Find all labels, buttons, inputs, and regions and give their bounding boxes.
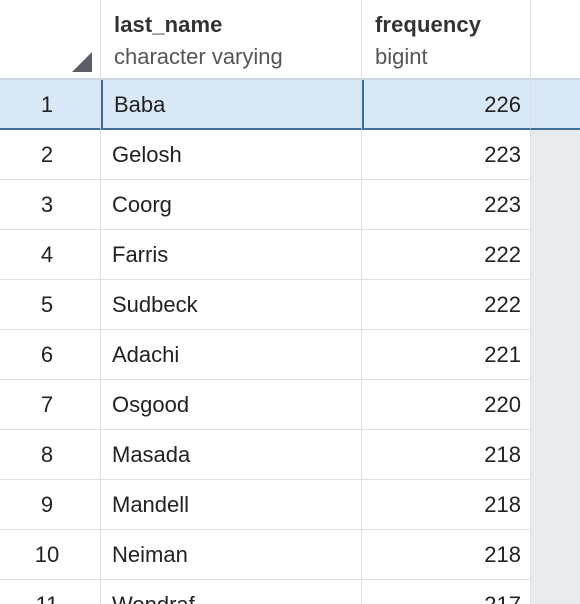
cell-last-name[interactable]: Gelosh bbox=[101, 130, 362, 180]
cell-frequency[interactable]: 220 bbox=[362, 380, 531, 430]
row-empty-area bbox=[531, 280, 580, 330]
select-all-triangle-icon[interactable] bbox=[72, 52, 92, 72]
cell-last-name[interactable]: Sudbeck bbox=[101, 280, 362, 330]
cell-last-name[interactable]: Baba bbox=[101, 80, 362, 130]
row-empty-area bbox=[531, 230, 580, 280]
cell-last-name[interactable]: Osgood bbox=[101, 380, 362, 430]
row-number[interactable]: 11 bbox=[0, 580, 101, 604]
row-number[interactable]: 1 bbox=[0, 80, 101, 130]
row-number[interactable]: 7 bbox=[0, 380, 101, 430]
cell-frequency[interactable]: 226 bbox=[362, 80, 531, 130]
cell-frequency[interactable]: 223 bbox=[362, 130, 531, 180]
column-name: last_name bbox=[114, 12, 223, 37]
row-number[interactable]: 8 bbox=[0, 430, 101, 480]
table-row[interactable]: 10 Neiman 218 bbox=[0, 530, 580, 580]
cell-last-name[interactable]: Adachi bbox=[101, 330, 362, 380]
row-empty-area bbox=[531, 480, 580, 530]
table-row[interactable]: 5 Sudbeck 222 bbox=[0, 280, 580, 330]
column-type: character varying bbox=[114, 44, 283, 69]
row-number[interactable]: 10 bbox=[0, 530, 101, 580]
row-number[interactable]: 4 bbox=[0, 230, 101, 280]
cell-frequency[interactable]: 218 bbox=[362, 430, 531, 480]
cell-last-name[interactable]: Coorg bbox=[101, 180, 362, 230]
row-empty-area bbox=[531, 180, 580, 230]
column-header-last-name[interactable]: last_name character varying bbox=[101, 0, 362, 80]
column-name: frequency bbox=[375, 12, 482, 37]
cell-frequency[interactable]: 217 bbox=[362, 580, 531, 604]
table-row[interactable]: 4 Farris 222 bbox=[0, 230, 580, 280]
cell-frequency[interactable]: 223 bbox=[362, 180, 531, 230]
cell-last-name[interactable]: Mandell bbox=[101, 480, 362, 530]
cell-frequency[interactable]: 221 bbox=[362, 330, 531, 380]
cell-last-name[interactable]: Masada bbox=[101, 430, 362, 480]
grid-header: last_name character varying frequency bi… bbox=[0, 0, 580, 80]
row-empty-area bbox=[531, 80, 580, 130]
cell-frequency[interactable]: 218 bbox=[362, 480, 531, 530]
cell-last-name[interactable]: Wondraf bbox=[101, 580, 362, 604]
row-empty-area bbox=[531, 380, 580, 430]
table-row[interactable]: 9 Mandell 218 bbox=[0, 480, 580, 530]
row-number[interactable]: 5 bbox=[0, 280, 101, 330]
grid-body: 1 Baba 226 2 Gelosh 223 3 Coorg 223 4 Farris 222 5 Su… bbox=[0, 80, 580, 604]
cell-frequency[interactable]: 222 bbox=[362, 280, 531, 330]
table-row[interactable]: 3 Coorg 223 bbox=[0, 180, 580, 230]
cell-last-name[interactable]: Neiman bbox=[101, 530, 362, 580]
table-row[interactable]: 11Wondraf217 bbox=[0, 580, 580, 604]
table-row[interactable]: 7 Osgood 220 bbox=[0, 380, 580, 430]
row-number[interactable]: 9 bbox=[0, 480, 101, 530]
column-type: bigint bbox=[375, 44, 428, 69]
table-row[interactable]: 2 Gelosh 223 bbox=[0, 130, 580, 180]
column-header-frequency[interactable]: frequency bigint bbox=[362, 0, 531, 80]
cell-frequency[interactable]: 218 bbox=[362, 530, 531, 580]
table-row[interactable]: 1 Baba 226 bbox=[0, 80, 580, 130]
row-number[interactable]: 6 bbox=[0, 330, 101, 380]
header-empty-area bbox=[531, 0, 580, 80]
row-number[interactable]: 3 bbox=[0, 180, 101, 230]
row-empty-area bbox=[531, 580, 580, 604]
row-empty-area bbox=[531, 130, 580, 180]
row-empty-area bbox=[531, 330, 580, 380]
row-empty-area bbox=[531, 430, 580, 480]
cell-frequency[interactable]: 222 bbox=[362, 230, 531, 280]
row-number[interactable]: 2 bbox=[0, 130, 101, 180]
select-all-corner[interactable] bbox=[0, 0, 101, 80]
cell-last-name[interactable]: Farris bbox=[101, 230, 362, 280]
table-row[interactable]: 8 Masada 218 bbox=[0, 430, 580, 480]
row-empty-area bbox=[531, 530, 580, 580]
table-row[interactable]: 6 Adachi 221 bbox=[0, 330, 580, 380]
